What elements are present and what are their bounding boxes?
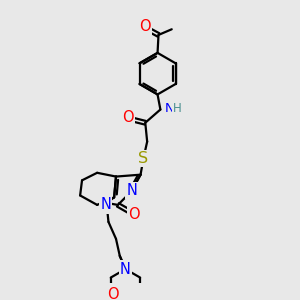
Text: N: N bbox=[120, 262, 131, 277]
Text: N: N bbox=[165, 102, 175, 115]
Text: O: O bbox=[107, 287, 118, 300]
Text: O: O bbox=[140, 19, 151, 34]
Text: N: N bbox=[127, 183, 137, 198]
Text: O: O bbox=[128, 207, 140, 222]
Text: O: O bbox=[122, 110, 134, 124]
Text: N: N bbox=[100, 197, 111, 212]
Text: S: S bbox=[138, 151, 148, 166]
Text: H: H bbox=[173, 102, 182, 115]
